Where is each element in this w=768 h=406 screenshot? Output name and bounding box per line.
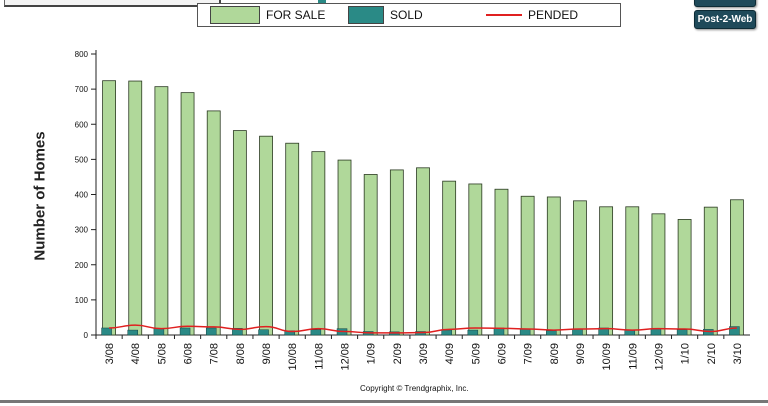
for-sale-bar [363,174,378,336]
y-tick-label: 100 [75,296,89,305]
for-sale-bar [311,151,326,336]
y-tick-label: 500 [75,155,89,164]
x-tick-label: 1/09 [366,343,378,364]
x-tick-label: 6/09 [496,343,508,364]
pended-swatch [486,14,522,16]
for-sale-bar [337,159,352,336]
sold-bar [205,327,217,336]
for-sale-bar [651,213,666,336]
sold-bar [676,329,688,336]
x-tick-label: 4/08 [130,343,142,364]
legend-label-sold: SOLD [390,8,423,22]
sold-bar [101,327,112,336]
for-sale-bar [468,183,483,336]
x-tick-label: 11/08 [313,343,325,370]
bottom-border [0,400,768,403]
x-tick-label: 8/08 [235,343,247,364]
sold-bar [179,327,191,336]
legend-label-pended: PENDED [528,8,579,22]
x-tick-label: 3/09 [418,343,430,364]
x-tick-label: 12/08 [340,343,352,371]
for-sale-bar [546,196,561,336]
for-sale-bar [259,135,273,336]
x-tick-label: 8/09 [549,343,561,364]
sold-bar [546,330,557,336]
for-sale-bar [599,206,614,336]
y-tick-label: 200 [75,261,89,270]
sold-bar [519,328,531,336]
x-tick-label: 9/09 [575,343,587,364]
sold-bar [232,328,243,336]
x-tick-label: 10/09 [601,343,613,371]
sold-swatch [348,6,384,24]
sold-bar [729,326,740,336]
for-sale-bar [494,188,509,336]
x-tick-label: 3/10 [732,343,744,364]
sold-bar [572,328,583,336]
for-sale-bar [416,167,430,336]
for-sale-bar [102,80,116,336]
x-tick-label: 7/08 [209,343,221,364]
for-sale-bar [128,80,143,336]
for-sale-bar [442,180,457,336]
for-sale-bar [389,169,404,336]
pended-line [109,324,737,334]
x-tick-label: 2/10 [706,343,718,364]
for-sale-bar [206,110,221,336]
for-sale-bar [703,206,718,336]
for-sale-swatch [210,6,260,24]
for-sale-bar [180,92,195,336]
y-tick-label: 600 [75,120,89,129]
x-tick-label: 11/09 [627,343,639,370]
for-sale-bar [730,199,744,336]
x-tick-label: 6/08 [183,343,195,364]
y-tick-label: 300 [75,226,89,235]
x-tick-label: 10/08 [287,343,299,371]
for-sale-bar [677,219,692,336]
sold-bar [310,329,322,336]
y-tick-label: 800 [75,50,89,59]
x-tick-label: 5/08 [156,343,168,364]
x-tick-label: 2/09 [392,343,404,364]
sold-bar [650,328,662,336]
for-sale-bar [520,195,535,336]
legend-label-for-sale: FOR SALE [266,8,326,22]
x-tick-label: 3/08 [104,343,116,364]
x-tick-label: 5/09 [470,343,482,364]
for-sale-bar [573,200,587,336]
frame-stub [318,0,326,3]
sold-bar [127,329,138,336]
x-tick-label: 12/09 [653,343,665,371]
for-sale-bar [154,86,169,336]
top-button-fragment[interactable] [694,0,756,7]
sold-bar [467,329,479,336]
sold-bar [258,329,269,336]
x-tick-label: 4/09 [444,343,456,364]
post-to-web-button[interactable]: Post-2-Web [694,10,756,29]
y-tick-label: 700 [75,85,89,94]
x-tick-label: 7/09 [523,343,535,364]
sold-bar [441,329,452,336]
x-tick-label: 1/10 [680,343,692,364]
copyright-text: Copyright © Trendgraphix, Inc. [360,384,469,393]
x-tick-label: 9/08 [261,343,273,364]
for-sale-bar [285,142,300,336]
for-sale-bar [625,206,640,336]
y-tick-label: 0 [84,331,89,340]
for-sale-bar [232,130,247,336]
y-tick-label: 400 [75,191,89,200]
chart-legend: FOR SALE SOLD PENDED [197,3,621,27]
